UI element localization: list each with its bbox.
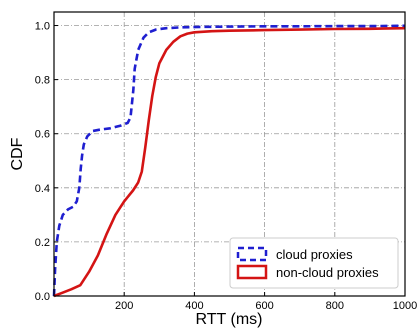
series-line-cloud-proxies: [52, 24, 406, 297]
plot-frame: [53, 11, 406, 297]
x-tick-label: 600: [255, 300, 273, 312]
x-tick-label: 800: [326, 300, 344, 312]
series-lines: [52, 24, 406, 298]
y-tick-label: 0.8: [35, 75, 50, 87]
legend-swatch-non-cloud: [236, 264, 268, 280]
x-axis-label: RTT (ms): [196, 311, 263, 328]
y-tick-label: 0.2: [35, 237, 50, 249]
x-tick-label: 200: [115, 300, 133, 312]
axis-ticks: 200 400 600 800 1000 0.0 0.2 0.4 0.6 0.8 1.0: [35, 21, 418, 312]
legend: cloud proxies non-cloud proxies: [229, 237, 399, 289]
y-tick-label: 0.0: [35, 291, 50, 303]
y-axis-label: CDF: [9, 137, 26, 170]
y-tick-label: 1.0: [35, 21, 50, 33]
series-line-non-cloud-proxies: [53, 26, 406, 298]
x-tick-label: 1000: [393, 300, 417, 312]
grid: [54, 12, 405, 296]
legend-label-non-cloud: non-cloud proxies: [276, 265, 379, 280]
y-tick-label: 0.6: [35, 129, 50, 141]
y-tick-label: 0.4: [35, 183, 50, 195]
x-tick-label: 400: [185, 300, 203, 312]
legend-swatch-cloud: [236, 246, 268, 262]
legend-box: [229, 237, 399, 289]
legend-label-cloud: cloud proxies: [276, 247, 353, 262]
